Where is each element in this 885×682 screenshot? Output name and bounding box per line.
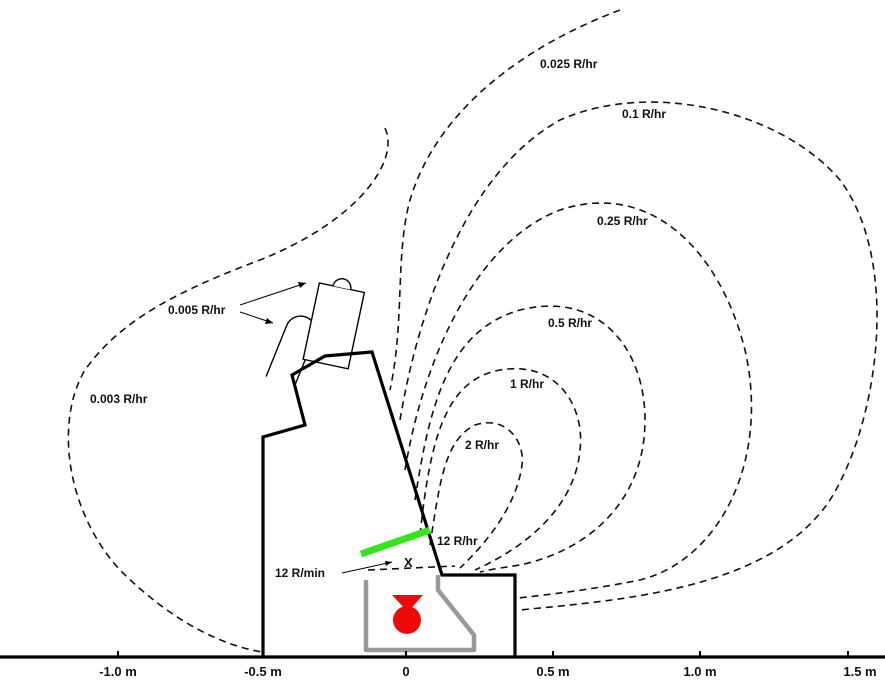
axis-tick-label: -1.0 m: [99, 664, 137, 679]
arrowhead-contact: [385, 561, 392, 566]
detector-right: [302, 278, 366, 370]
contour-0.025: [389, 9, 621, 391]
contour-0.5: [414, 305, 646, 573]
contour-2: [429, 422, 524, 569]
detector-dose-label: 0.005 R/hr: [168, 303, 226, 317]
axis-tick-label: 1.0 m: [683, 664, 716, 679]
contour-0.25: [404, 202, 753, 599]
point-marker: X: [404, 555, 413, 570]
source-icon: [392, 595, 423, 634]
green-plate: [359, 526, 432, 558]
contour-label-2: 2 R/hr: [465, 438, 499, 452]
arrow-contact: [341, 561, 393, 574]
contour-label-0.1: 0.1 R/hr: [622, 107, 666, 121]
axis-ticks: [117, 651, 849, 657]
shield-outline: [261, 350, 517, 656]
contact-dose-label: 12 R/min: [275, 566, 325, 580]
contour-label-0.003: 0.003 R/hr: [90, 392, 148, 406]
axis-tick-label: 0.5 m: [536, 664, 569, 679]
axis-tick-label: 0: [402, 664, 409, 679]
source-holder: [363, 575, 477, 653]
contour-label-0.025: 0.025 R/hr: [540, 57, 598, 71]
contour-label-0.25: 0.25 R/hr: [597, 214, 648, 228]
axis-tick-label: -0.5 m: [244, 664, 282, 679]
contour-label-1: 1 R/hr: [510, 377, 544, 391]
surface-dose-label: 12 R/hr: [437, 534, 478, 548]
contour-1: [419, 367, 582, 571]
axis-tick-label: 1.5 m: [843, 664, 876, 679]
arrow-detector-upper: [239, 282, 307, 306]
contour-0.003: [67, 127, 389, 653]
contour-label-0.5: 0.5 R/hr: [548, 316, 592, 330]
contour-0.1: [399, 101, 878, 611]
arrowhead-upper: [298, 282, 306, 288]
arrowhead-lower: [265, 318, 273, 324]
